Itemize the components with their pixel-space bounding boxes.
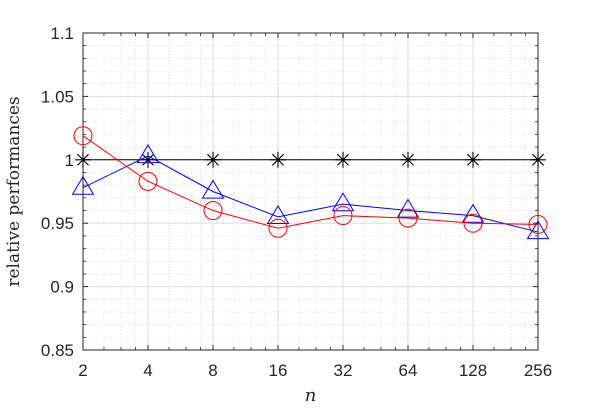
x-tick-label: 128 — [459, 361, 487, 380]
circle-marker — [203, 201, 223, 221]
x-tick-label: 4 — [143, 361, 152, 380]
series-line-triangle — [82, 155, 539, 233]
series-layer — [71, 126, 550, 240]
star-marker — [140, 151, 156, 168]
series-circle — [73, 126, 548, 238]
series-triangle — [71, 144, 550, 240]
triangle-marker — [461, 203, 485, 223]
star-marker-stroke — [207, 153, 219, 166]
star-marker — [465, 151, 481, 168]
circle-marker — [528, 214, 548, 234]
star-marker-stroke — [532, 153, 544, 166]
major-grid — [82, 32, 539, 351]
star-marker-stroke — [142, 153, 154, 166]
y-tick-label: 1.05 — [41, 87, 74, 106]
circle-marker — [463, 213, 483, 233]
minor-grid — [83, 33, 538, 350]
star-marker — [400, 151, 416, 168]
triangle-marker — [71, 175, 95, 195]
circle-marker — [138, 171, 158, 191]
y-tick-label: 0.9 — [50, 278, 74, 297]
star-marker — [335, 151, 351, 168]
plot-frame — [82, 32, 539, 351]
star-marker-stroke — [467, 153, 479, 166]
star-marker-stroke — [337, 153, 349, 166]
star-marker — [205, 151, 221, 168]
triangle-marker — [396, 198, 420, 218]
x-axis-label: n — [305, 385, 317, 406]
x-tick-labels: 2 4 8 16 32 64 128 256 — [78, 361, 552, 380]
star-marker — [530, 151, 546, 168]
triangle-marker — [201, 179, 225, 199]
star-marker — [75, 151, 91, 168]
circle-marker — [73, 126, 93, 146]
triangle-marker — [266, 204, 290, 224]
y-axis-label: relative performances — [4, 96, 24, 286]
axis-ticks — [82, 32, 539, 351]
circle-marker — [398, 208, 418, 228]
triangle-marker — [526, 220, 550, 240]
x-tick-label: 64 — [399, 361, 418, 380]
y-tick-label: 1.1 — [50, 24, 74, 43]
y-tick-label: 0.85 — [41, 341, 74, 360]
x-tick-label: 32 — [334, 361, 353, 380]
y-tick-label: 0.95 — [41, 214, 74, 233]
x-tick-label: 16 — [269, 361, 288, 380]
y-tick-labels: 0.85 0.9 0.95 1 1.05 1.1 — [41, 24, 74, 360]
series-line-circle — [82, 135, 539, 229]
circle-marker — [268, 218, 288, 238]
y-tick-label: 1 — [65, 151, 74, 170]
x-tick-label: 256 — [524, 361, 552, 380]
star-marker-stroke — [402, 153, 414, 166]
circle-marker — [333, 206, 353, 226]
triangle-marker — [331, 192, 355, 212]
star-marker-stroke — [272, 153, 284, 166]
triangle-marker — [136, 144, 160, 164]
star-marker — [270, 151, 286, 168]
series-star — [75, 151, 546, 168]
x-tick-label: 8 — [208, 361, 217, 380]
star-marker-stroke — [77, 153, 89, 166]
x-tick-label: 2 — [78, 361, 87, 380]
